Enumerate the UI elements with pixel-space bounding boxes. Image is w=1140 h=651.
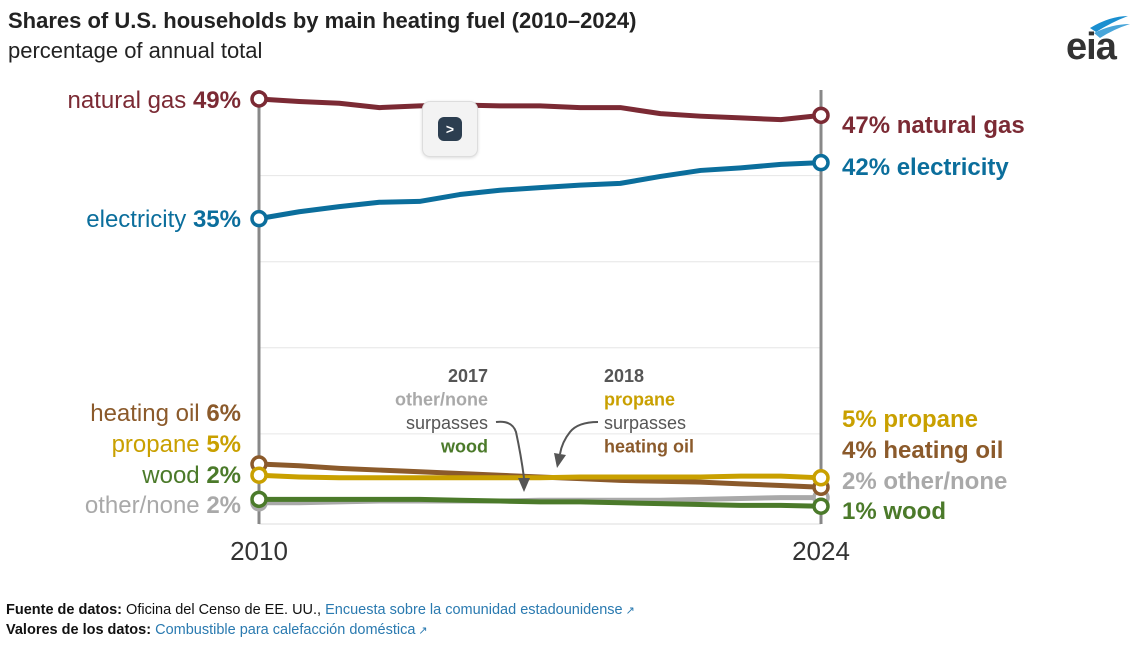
annotation-text: propane	[604, 390, 675, 410]
source-link[interactable]: Encuesta sobre la comunidad estadouniden…	[325, 602, 623, 618]
end-label: 47% natural gas	[842, 112, 1025, 139]
data-point	[250, 490, 268, 509]
data-point	[812, 469, 830, 487]
x-tick-label: 2024	[792, 536, 850, 566]
eia-logo-text: eia	[1066, 26, 1117, 68]
start-label: other/none 2%	[85, 492, 241, 519]
chart-title: Shares of U.S. households by main heatin…	[8, 8, 637, 33]
x-tick-label: 2010	[230, 536, 288, 566]
eia-logo	[1090, 16, 1130, 38]
annotation-text: wood	[440, 437, 488, 457]
end-label: 2% other/none	[842, 468, 1007, 495]
source-text: Oficina del Censo de EE. UU.,	[126, 602, 322, 618]
start-label: wood 2%	[141, 462, 241, 489]
start-label: electricity 35%	[86, 206, 241, 233]
annotation-text: heating oil	[604, 437, 694, 457]
line-chart: 2010 2024 natural gas 49% electricity 35% he…	[68, 87, 1025, 566]
values-link[interactable]: Combustible para calefacción doméstica	[155, 622, 416, 638]
annotation-text: other/none	[395, 390, 488, 410]
data-point	[812, 106, 830, 125]
play-icon: >	[438, 117, 462, 141]
data-point	[250, 466, 268, 484]
annotation-text: 2018	[604, 366, 644, 386]
external-link-icon: ↗	[625, 605, 635, 617]
data-point	[250, 90, 268, 108]
start-label: natural gas 49%	[68, 87, 241, 114]
data-point	[812, 153, 830, 172]
chart-tool-button[interactable]: >	[422, 101, 478, 157]
annotation-arrow	[559, 421, 599, 455]
annotation-arrow	[495, 420, 525, 479]
annotation-text: surpasses	[406, 413, 488, 433]
annotation-text: surpasses	[604, 413, 686, 433]
series-line-electricity	[258, 160, 822, 222]
start-label: heating oil 6%	[90, 400, 241, 427]
data-point	[250, 209, 268, 228]
values-label: Valores de los datos:	[6, 622, 152, 638]
chart-subtitle: percentage of annual total	[8, 38, 263, 63]
series-line-wood	[259, 496, 822, 509]
end-label: 42% electricity	[842, 154, 1009, 181]
footer-values: Valores de los datos: Combustible para c…	[6, 622, 428, 638]
end-label: 4% heating oil	[842, 437, 1003, 464]
start-label: propane 5%	[112, 431, 241, 458]
arrow-head-icon	[518, 478, 530, 492]
external-link-icon: ↗	[418, 625, 428, 637]
arrow-head-icon	[554, 453, 566, 468]
series-line-propane	[258, 472, 822, 481]
data-point	[812, 497, 830, 515]
footer-source: Fuente de datos: Oficina del Censo de EE…	[6, 602, 635, 618]
annotation-text: 2017	[448, 366, 488, 386]
series-line-natural-gas	[258, 96, 822, 123]
source-label: Fuente de datos:	[6, 602, 123, 618]
end-label: 5% propane	[842, 406, 978, 433]
end-label: 1% wood	[842, 498, 946, 525]
